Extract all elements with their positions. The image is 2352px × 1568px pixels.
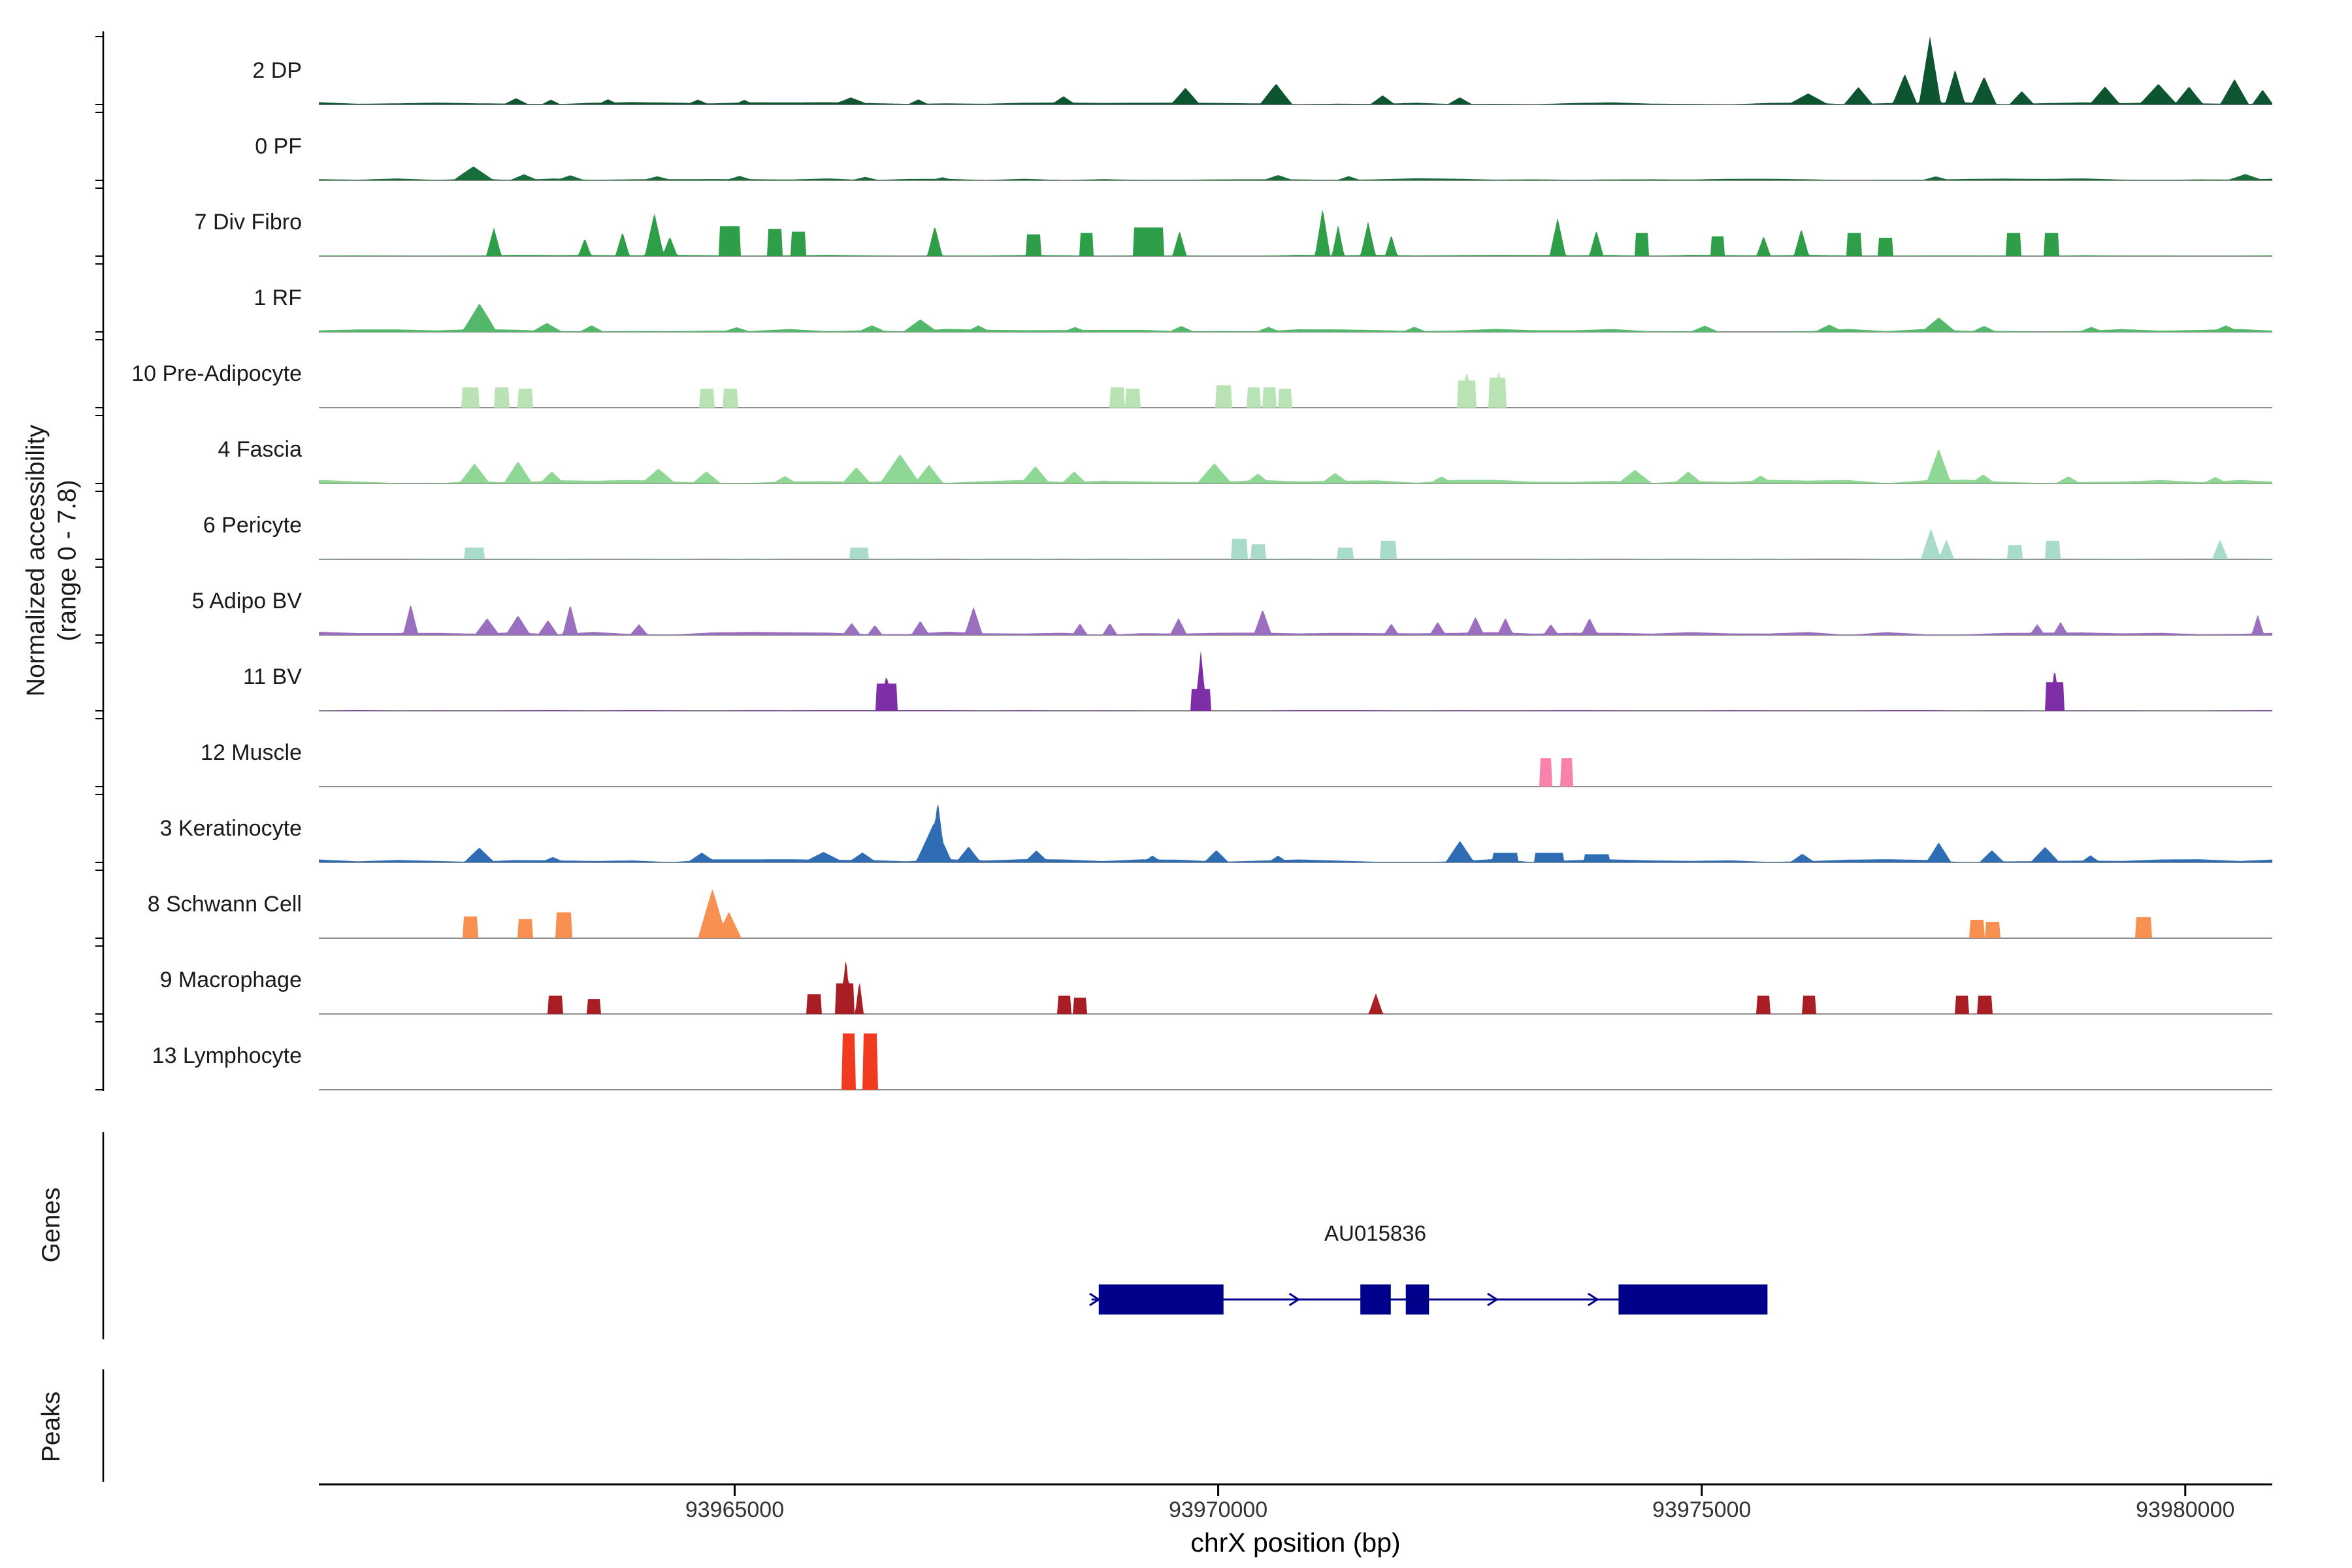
track-signal-2 xyxy=(319,210,2272,256)
gene-strand-arrow xyxy=(1089,1292,1101,1307)
track-signal-6 xyxy=(319,529,2272,559)
gene-strand-arrow xyxy=(1288,1292,1301,1307)
track-signal-0 xyxy=(319,36,2272,105)
track-label-1-rf: 1 RF xyxy=(253,285,302,310)
track-signal-4 xyxy=(319,371,2272,408)
track-signal-10 xyxy=(319,804,2272,862)
track-signal-1 xyxy=(319,167,2272,180)
track-label-3-keratinocyte: 3 Keratinocyte xyxy=(159,815,302,841)
track-label-0-pf: 0 PF xyxy=(255,133,302,159)
gene-strand-arrow xyxy=(1588,1292,1599,1307)
peaks-section-label: Peaks xyxy=(37,1391,66,1463)
gene-exon xyxy=(1405,1284,1429,1315)
track-signal-3 xyxy=(319,303,2272,332)
track-label-13-lymphocyte: 13 Lymphocyte xyxy=(152,1043,302,1068)
genes-section-label: Genes xyxy=(37,1187,66,1263)
x-tick-label-93980000: 93980000 xyxy=(2136,1497,2235,1522)
track-label-5-adipo-bv: 5 Adipo BV xyxy=(191,588,302,613)
track-signal-12 xyxy=(319,961,2272,1014)
track-label-7-div-fibro: 7 Div Fibro xyxy=(194,209,302,235)
track-signal-5 xyxy=(319,449,2272,483)
track-label-8-schwann-cell: 8 Schwann Cell xyxy=(147,891,302,917)
track-label-column: 2 DP 0 PF 7 Div Fibro 1 RF 10 Pre-Adipoc… xyxy=(0,33,302,1094)
track-signal-9 xyxy=(319,758,2272,787)
track-signal-7 xyxy=(319,605,2272,635)
gene-exon xyxy=(1618,1284,1768,1315)
x-axis-label: chrX position (bp) xyxy=(1190,1527,1401,1558)
track-label-2-dp: 2 DP xyxy=(252,57,302,83)
track-label-6-pericyte: 6 Pericyte xyxy=(203,512,302,538)
track-label-9-macrophage: 9 Macrophage xyxy=(159,967,302,992)
track-signal-11 xyxy=(319,889,2272,938)
track-label-11-bv: 11 BV xyxy=(242,664,302,689)
gene-exon xyxy=(1360,1284,1391,1315)
gene-strand-arrow xyxy=(1487,1292,1499,1307)
track-label-12-muscle: 12 Muscle xyxy=(201,740,302,765)
x-tick-label-93975000: 93975000 xyxy=(1652,1497,1752,1522)
x-tick-label-93965000: 93965000 xyxy=(685,1497,785,1522)
track-label-10-pre-adipocyte: 10 Pre-Adipocyte xyxy=(131,361,302,386)
x-tick-label-93970000: 93970000 xyxy=(1168,1497,1268,1522)
gene-name-label: AU015836 xyxy=(1324,1221,1426,1245)
track-label-4-fascia: 4 Fascia xyxy=(218,436,302,462)
track-signal-13 xyxy=(319,1033,2272,1090)
track-signal-8 xyxy=(319,650,2272,711)
gene-exon xyxy=(1098,1284,1224,1315)
